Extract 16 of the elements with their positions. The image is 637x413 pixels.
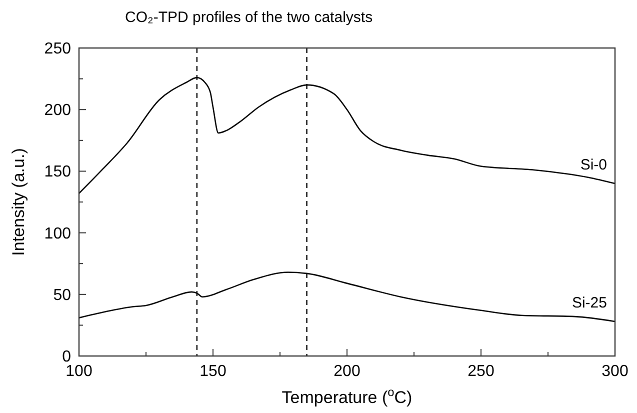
y-tick-label: 50	[53, 286, 72, 304]
y-axis-title: Intensity (a.u.)	[9, 148, 28, 256]
y-tick-label: 100	[44, 225, 72, 242]
y-tick-label: 250	[44, 40, 72, 58]
y-tick-label: 150	[44, 164, 72, 181]
x-tick-label: 250	[468, 363, 494, 380]
x-axis-title: Temperature ($^{o}$C)	[282, 385, 412, 407]
y-tick-label: 0	[62, 348, 72, 366]
series-label: Si-0	[580, 156, 607, 174]
x-tick-label: 150	[200, 363, 226, 380]
x-tick-label: 300	[602, 363, 628, 380]
x-tick-label: 100	[66, 363, 92, 380]
series-label: Si-25	[572, 294, 607, 312]
x-tick-label: 200	[334, 363, 360, 380]
y-tick-label: 200	[44, 102, 72, 120]
chart-title: CO₂-TPD profiles of the two catalysts	[125, 9, 373, 26]
